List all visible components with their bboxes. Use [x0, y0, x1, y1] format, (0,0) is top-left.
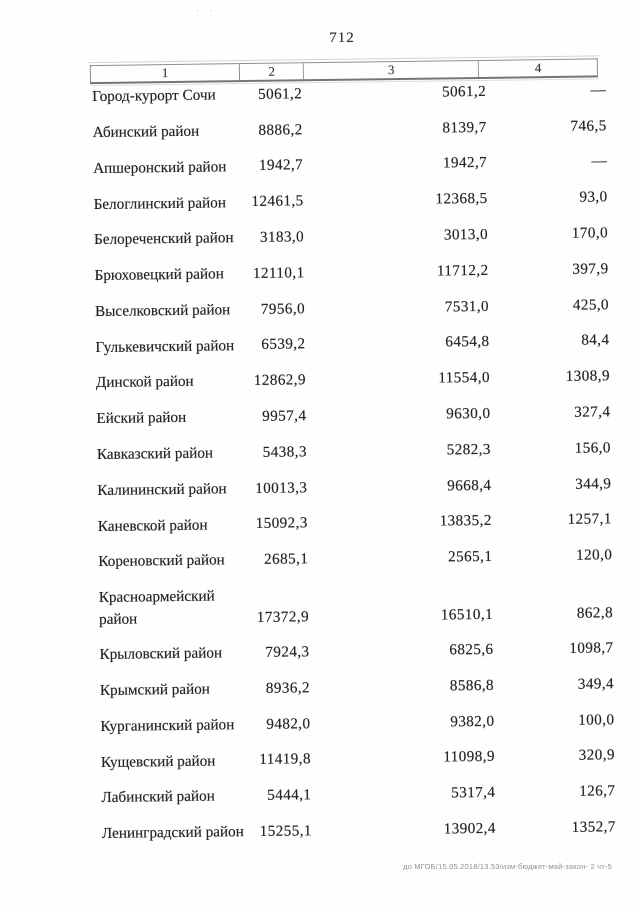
column-3-value-cell: 5317,4 — [451, 784, 496, 802]
column-2-value-cell: 9482,0 — [266, 714, 311, 733]
district-name-cell: Белореченский район — [93, 229, 234, 249]
column-3-value-cell: 7531,0 — [444, 297, 490, 316]
column-2-value-cell: 12110,1 — [252, 264, 305, 282]
district-name-cell: Апшеронский район — [93, 157, 227, 177]
district-name-cell: Город-курорт Сочи — [92, 86, 216, 106]
column-3-value-cell: 8139,7 — [442, 118, 487, 137]
column-2-value-cell: 15255,1 — [259, 822, 312, 840]
column-3-value-cell: 12368,5 — [435, 190, 488, 208]
column-3-value-cell: 3013,0 — [443, 225, 489, 244]
district-name-cell: Лабинский район — [101, 787, 215, 807]
column-4-value-cell: 1098,7 — [569, 639, 614, 657]
column-3-value-cell: 13902,4 — [443, 819, 496, 838]
column-2-value-cell: 5061,2 — [257, 85, 303, 103]
column-2-value-cell: 12862,9 — [253, 371, 307, 390]
column-2-value-cell: 11419,8 — [259, 750, 312, 769]
district-name-cell: Курганинский район — [100, 716, 235, 735]
district-name-cell: Ейский район — [96, 409, 187, 428]
column-2-value-cell: 2685,1 — [264, 550, 309, 569]
column-4-value-cell: 349,4 — [577, 675, 615, 693]
table-row: Красноармейский район 17372,9 16510,1 86… — [97, 573, 616, 637]
column-2-value-cell: 1942,7 — [258, 156, 304, 175]
column-3-value-cell: 8586,8 — [449, 676, 495, 695]
district-name-cell: Белоглинский район — [93, 193, 227, 213]
district-name-cell: Выселковский район — [94, 301, 231, 320]
column-2-value-cell: 6539,2 — [261, 335, 306, 354]
column-2-value-cell: 9957,4 — [262, 407, 307, 425]
column-3-value-cell: 5061,2 — [441, 82, 487, 101]
district-name-cell: Красноармейский район — [98, 587, 215, 628]
column-3-value-cell: 16510,1 — [440, 605, 494, 624]
district-name-cell: Абинский район — [92, 122, 200, 141]
column-4-value-cell: 344,9 — [575, 474, 612, 493]
column-2-value-cell: 8886,2 — [258, 120, 303, 139]
column-2-value-cell: 8936,2 — [265, 679, 311, 697]
column-4-value-cell: 425,0 — [572, 295, 610, 314]
column-3-value-cell: 1942,7 — [442, 154, 488, 172]
column-2-value-cell: 17372,9 — [256, 608, 310, 627]
district-name-cell: Калининский район — [97, 480, 227, 499]
column-4-value-cell: — — [590, 81, 607, 99]
column-4-value-cell: 156,0 — [574, 439, 611, 457]
column-4-value-cell: 120,0 — [575, 546, 613, 564]
column-3-value-cell: 9630,0 — [446, 404, 491, 423]
column-4-value-cell: 1257,1 — [567, 510, 612, 529]
district-name-cell: Кавказский район — [96, 444, 214, 464]
district-name-cell: Динской район — [95, 373, 194, 392]
column-3-value-cell: 2565,1 — [447, 548, 493, 566]
column-3-value-cell: 6454,8 — [445, 333, 490, 351]
column-4-value-cell: 862,8 — [576, 604, 614, 622]
column-4-value-cell: 1352,7 — [571, 818, 616, 836]
column-2-value-cell: 15092,3 — [255, 514, 308, 533]
district-name-cell: Гулькевичский район — [95, 336, 235, 356]
column-2-value-cell: 7956,0 — [260, 299, 306, 318]
column-2-value-cell: 12461,5 — [251, 192, 304, 211]
column-3-value-cell: 11098,9 — [443, 748, 496, 766]
district-table-rows: Город-курорт Сочи 5061,2 5061,2 — Абинск… — [90, 72, 618, 852]
footer-note: до МГОБ/15.05.2018/13.53/изм-бюджет-май-… — [403, 862, 612, 871]
column-3-value-cell: 5282,3 — [446, 440, 491, 459]
column-3-value-cell: 9668,4 — [447, 476, 492, 495]
column-4-value-cell: 397,9 — [572, 260, 609, 278]
page-number: 712 — [329, 30, 355, 46]
column-4-value-cell: 327,4 — [574, 403, 611, 421]
column-2-value-cell: 5444,1 — [267, 786, 312, 805]
column-2-value-cell: 5438,3 — [262, 443, 307, 461]
column-3-value-cell: 13835,2 — [439, 512, 492, 530]
district-name-cell: Кореновский район — [98, 551, 225, 571]
column-4-value-cell: 93,0 — [579, 188, 608, 206]
table-row: Ленинградский район 15255,1 13902,4 1352… — [100, 809, 618, 852]
column-4-value-cell: 84,4 — [581, 331, 610, 350]
column-4-value-cell: 1308,9 — [565, 367, 611, 386]
column-3-value-cell: 11712,2 — [436, 261, 489, 280]
scan-artifact: · · — [196, 6, 217, 16]
column-2-value-cell: 10013,3 — [255, 478, 308, 497]
district-name-cell: Крымский район — [99, 680, 211, 700]
column-4-value-cell: 746,5 — [570, 116, 607, 135]
column-3-value-cell: 6825,6 — [449, 640, 494, 659]
district-name-cell: Крыловский район — [99, 644, 223, 664]
column-4-value-cell: 170,0 — [571, 224, 609, 242]
column-3-value-cell: 9382,0 — [450, 712, 495, 731]
column-4-value-cell: 100,0 — [578, 710, 615, 729]
column-3-value-cell: 11554,0 — [438, 369, 491, 387]
district-name-cell: Каневской район — [97, 516, 208, 535]
column-2-value-cell: 7924,3 — [265, 643, 310, 661]
column-4-value-cell: 320,9 — [578, 746, 615, 765]
district-name-cell: Кущевский район — [100, 752, 216, 771]
district-name-cell: Брюховецкий район — [94, 265, 224, 285]
column-4-value-cell: — — [591, 152, 608, 170]
column-4-value-cell: 126,7 — [579, 782, 616, 800]
district-name-cell: Ленинградский район — [101, 823, 244, 843]
column-2-value-cell: 3183,0 — [259, 228, 305, 246]
